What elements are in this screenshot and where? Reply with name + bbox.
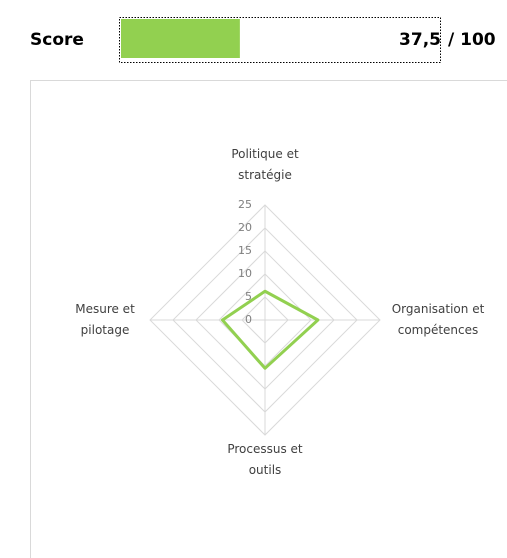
data-line bbox=[220, 289, 320, 370]
tick-label: 20 bbox=[238, 221, 252, 234]
axis-label: compétences bbox=[398, 323, 479, 337]
score-max: / 100 bbox=[448, 30, 496, 50]
tick-label: 5 bbox=[245, 290, 252, 303]
axis-label: pilotage bbox=[81, 323, 130, 337]
tick-label: 10 bbox=[238, 267, 252, 280]
axis-label: stratégie bbox=[238, 168, 292, 182]
axis-label: Mesure et bbox=[75, 302, 135, 316]
radar-chart: 0 5 10 15 20 25 Politique et stratégie Organisat… bbox=[75, 147, 484, 477]
axis-label: Processus et bbox=[227, 442, 303, 456]
tick-label: 0 bbox=[245, 313, 252, 326]
tick-label: 15 bbox=[238, 244, 252, 257]
tick-label: 25 bbox=[238, 198, 252, 211]
axis-label: Organisation et bbox=[392, 302, 485, 316]
chart-area bbox=[30, 80, 507, 558]
score-value: 37,5 bbox=[399, 30, 441, 50]
score-label: Score bbox=[30, 30, 84, 50]
axis-label: Politique et bbox=[231, 147, 299, 161]
axis-label: outils bbox=[249, 463, 282, 477]
score-bar bbox=[121, 19, 240, 58]
